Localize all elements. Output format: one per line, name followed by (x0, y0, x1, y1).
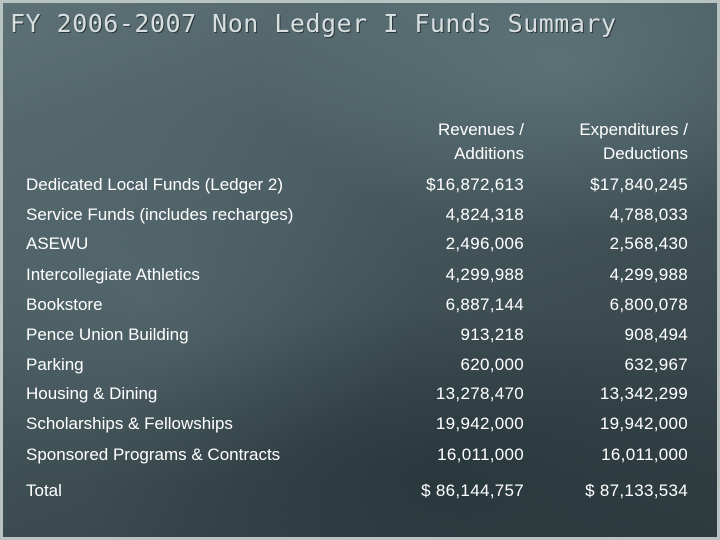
row-label: Intercollegiate Athletics (26, 265, 200, 284)
table-row-housing-dining: Housing & Dining 13,278,470 13,342,299 (0, 381, 720, 407)
expenditures-header-line-1: Expenditures / (579, 120, 688, 139)
expenditures-header-line-2: Deductions (602, 144, 688, 163)
row-label: Dedicated Local Funds (Ledger 2) (26, 175, 284, 194)
row-expenditures: $17,840,245 (590, 175, 688, 194)
row-label: Scholarships & Fellowships (26, 414, 233, 433)
row-revenues: 19,942,000 (435, 414, 524, 433)
table-row-dedicated-local-funds: Dedicated Local Funds (Ledger 2) $16,872… (0, 172, 720, 198)
row-label: ASEWU (26, 234, 89, 253)
row-revenues: 16,011,000 (437, 445, 524, 464)
row-expenditures: 2,568,430 (609, 234, 688, 253)
row-label: Bookstore (26, 295, 103, 314)
revenues-column-header: Revenues / Additions (438, 118, 524, 166)
row-expenditures: 6,800,078 (609, 295, 688, 314)
table-row-parking: Parking 620,000 632,967 (0, 352, 720, 378)
row-expenditures: 4,788,033 (609, 205, 688, 224)
row-revenues: 620,000 (460, 355, 524, 374)
total-label: Total (26, 481, 62, 500)
total-revenues: $ 86,144,757 (421, 481, 524, 500)
row-expenditures: 632,967 (624, 355, 688, 374)
table-row-pence-union-building: Pence Union Building 913,218 908,494 (0, 322, 720, 348)
revenues-header-line-1: Revenues / (438, 120, 524, 139)
row-expenditures: 13,342,299 (599, 384, 688, 403)
revenues-header-line-2: Additions (454, 144, 524, 163)
expenditures-column-header: Expenditures / Deductions (579, 118, 688, 166)
row-revenues: 4,299,988 (445, 265, 524, 284)
row-expenditures: 16,011,000 (601, 445, 688, 464)
row-label: Housing & Dining (26, 384, 158, 403)
slide-title: FY 2006-2007 Non Ledger I Funds Summary (10, 9, 617, 38)
table-row-intercollegiate-athletics: Intercollegiate Athletics 4,299,988 4,29… (0, 262, 720, 288)
row-label: Sponsored Programs & Contracts (26, 445, 281, 464)
row-revenues: 13,278,470 (435, 384, 524, 403)
row-label: Service Funds (includes recharges) (26, 205, 294, 224)
row-revenues: 2,496,006 (445, 234, 524, 253)
row-revenues: 6,887,144 (445, 295, 524, 314)
row-label: Parking (26, 355, 84, 374)
table-row-bookstore: Bookstore 6,887,144 6,800,078 (0, 292, 720, 318)
row-expenditures: 4,299,988 (609, 265, 688, 284)
total-expenditures: $ 87,133,534 (585, 481, 688, 500)
table-row-total: Total $ 86,144,757 $ 87,133,534 (0, 478, 720, 504)
row-revenues: 913,218 (460, 325, 524, 344)
row-expenditures: 19,942,000 (599, 414, 688, 433)
row-label: Pence Union Building (26, 325, 189, 344)
table-row-asewu: ASEWU 2,496,006 2,568,430 (0, 231, 720, 257)
row-expenditures: 908,494 (624, 325, 688, 344)
table-row-service-funds: Service Funds (includes recharges) 4,824… (0, 202, 720, 228)
table-row-sponsored-programs: Sponsored Programs & Contracts 16,011,00… (0, 442, 720, 468)
row-revenues: $16,872,613 (426, 175, 524, 194)
row-revenues: 4,824,318 (445, 205, 524, 224)
table-row-scholarships-fellowships: Scholarships & Fellowships 19,942,000 19… (0, 411, 720, 437)
